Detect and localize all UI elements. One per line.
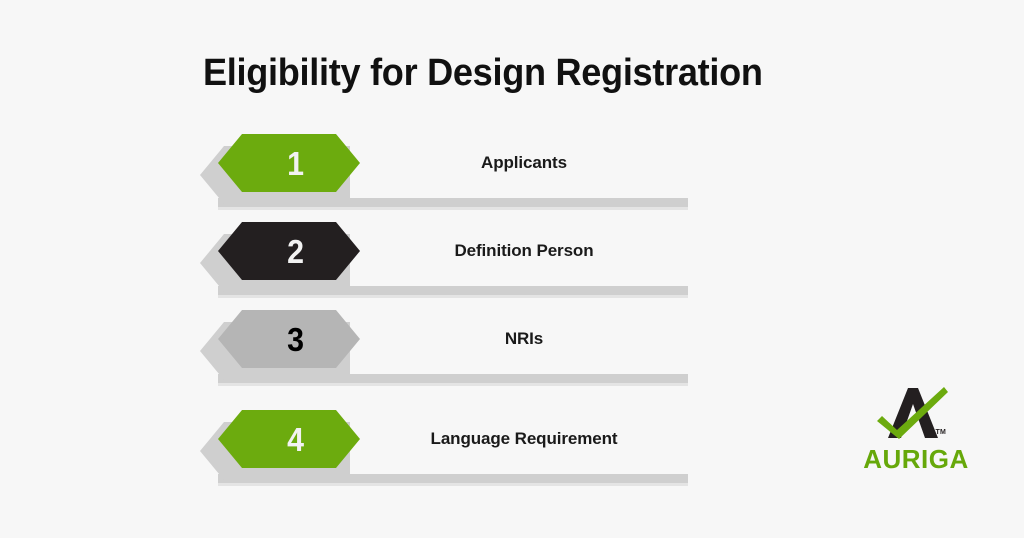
step-row: 3 NRIs bbox=[0, 304, 1024, 396]
step-label-3: NRIs bbox=[504, 329, 544, 348]
step-label-1: Applicants bbox=[481, 153, 567, 172]
step-hexagon-2: 2 bbox=[218, 222, 360, 280]
step-row: 4 Language Requirement bbox=[0, 404, 1024, 496]
auriga-logo: TM AURIGA bbox=[846, 386, 986, 478]
auriga-logomark-icon: TM bbox=[868, 386, 954, 440]
step-number-1: 1 bbox=[286, 144, 304, 182]
step-label-4: Language Requirement bbox=[430, 429, 618, 448]
step-base-bar bbox=[218, 198, 688, 210]
step-number-4: 4 bbox=[286, 420, 304, 458]
step-number-3: 3 bbox=[286, 320, 304, 358]
auriga-wordmark: AURIGA bbox=[863, 444, 969, 474]
step-row: 2 Definition Person bbox=[0, 216, 1024, 308]
step-base-bar bbox=[218, 474, 688, 486]
step-number-2: 2 bbox=[286, 232, 304, 270]
step-hexagon-1: 1 bbox=[218, 134, 360, 192]
step-base-bar bbox=[218, 374, 688, 386]
step-base-bar bbox=[218, 286, 688, 298]
trademark-symbol: TM bbox=[935, 429, 946, 436]
page-title: Eligibility for Design Registration bbox=[203, 52, 763, 94]
step-hexagon-4: 4 bbox=[218, 410, 360, 468]
step-hexagon-3: 3 bbox=[218, 310, 360, 368]
step-label-2: Definition Person bbox=[454, 241, 594, 260]
step-row: 1 Applicants bbox=[0, 128, 1024, 220]
